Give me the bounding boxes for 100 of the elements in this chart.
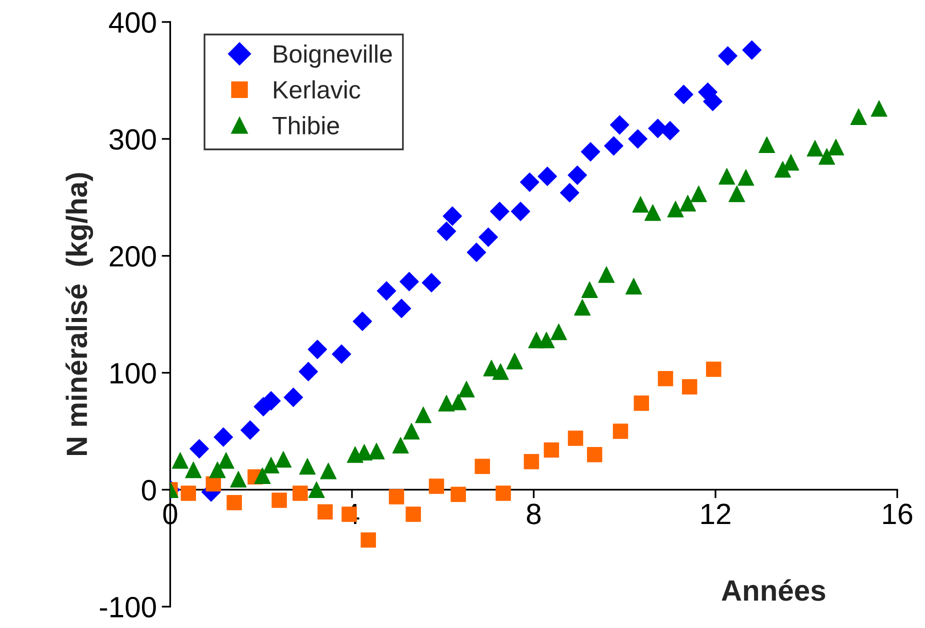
point	[742, 40, 762, 60]
point	[520, 172, 540, 192]
y-tick-label: 200	[110, 246, 156, 267]
point	[580, 142, 600, 162]
point	[758, 136, 776, 154]
x-tick-label: 16	[883, 504, 912, 524]
point	[466, 242, 486, 262]
point	[230, 470, 247, 488]
point	[392, 298, 412, 318]
point	[352, 312, 372, 331]
point	[560, 183, 580, 202]
point	[308, 340, 328, 360]
point	[538, 166, 558, 186]
point	[682, 379, 698, 394]
point	[644, 204, 662, 221]
point	[272, 492, 287, 508]
point	[206, 476, 221, 492]
point	[568, 430, 584, 446]
point	[538, 332, 555, 348]
point	[632, 196, 649, 213]
point	[581, 281, 598, 298]
y-tick-label: -100	[100, 596, 156, 618]
point	[209, 462, 226, 478]
point	[690, 186, 707, 202]
point	[180, 486, 196, 501]
point	[376, 281, 396, 301]
legend-label: Kerlavic	[274, 80, 360, 99]
point	[667, 200, 684, 218]
point	[299, 458, 316, 475]
point	[458, 380, 475, 398]
y-tick-label: 400	[109, 12, 156, 33]
point	[828, 138, 844, 156]
point	[550, 324, 567, 340]
point	[368, 442, 385, 460]
point	[262, 456, 280, 474]
point	[403, 422, 420, 440]
point	[510, 202, 530, 222]
point	[392, 437, 409, 454]
point	[524, 454, 540, 470]
point	[496, 486, 511, 501]
point	[634, 396, 650, 411]
point	[478, 227, 498, 247]
point	[474, 458, 490, 474]
point	[284, 388, 304, 408]
y-tick-label: 100	[110, 362, 156, 384]
point	[658, 370, 674, 386]
point	[674, 84, 694, 104]
point	[214, 427, 234, 447]
point	[450, 394, 467, 410]
point	[438, 394, 455, 412]
point	[506, 352, 523, 370]
point	[415, 406, 432, 424]
point	[806, 140, 824, 157]
point	[574, 299, 591, 316]
x-tick-label: 8	[526, 504, 541, 524]
point	[406, 506, 421, 522]
point	[568, 165, 588, 185]
y-axis-title: N minéralisé (kg/ha)	[66, 173, 94, 455]
legend-label: Thibie	[272, 116, 339, 134]
point	[190, 439, 209, 458]
point	[628, 129, 648, 149]
point	[738, 169, 754, 186]
legend-label: Boigneville	[274, 44, 392, 68]
point	[818, 148, 836, 165]
point	[320, 462, 337, 480]
point	[612, 424, 628, 439]
point	[598, 266, 615, 283]
point	[436, 222, 456, 241]
point	[586, 447, 602, 462]
point	[492, 363, 509, 380]
point	[308, 481, 325, 498]
point	[718, 168, 736, 185]
point	[218, 452, 234, 469]
y-tick-label: 300	[109, 129, 156, 150]
point	[332, 344, 352, 364]
point	[850, 108, 867, 125]
point	[400, 272, 419, 292]
point	[388, 489, 404, 504]
point	[544, 442, 560, 458]
x-axis-title: Années	[722, 579, 826, 601]
point	[254, 467, 271, 484]
point	[718, 46, 738, 66]
point	[442, 206, 462, 226]
point	[318, 504, 333, 520]
y-tick-label: 0	[142, 480, 156, 501]
point	[360, 532, 376, 548]
x-tick-label: 12	[701, 504, 730, 524]
point	[625, 278, 642, 295]
point	[490, 202, 510, 222]
point	[870, 100, 888, 117]
point	[428, 478, 444, 494]
point	[275, 451, 292, 468]
point	[298, 362, 318, 382]
point	[604, 136, 624, 156]
point	[240, 420, 260, 440]
point	[172, 452, 188, 469]
point	[774, 161, 792, 178]
point	[728, 186, 746, 202]
point	[292, 486, 308, 501]
point	[185, 462, 202, 478]
